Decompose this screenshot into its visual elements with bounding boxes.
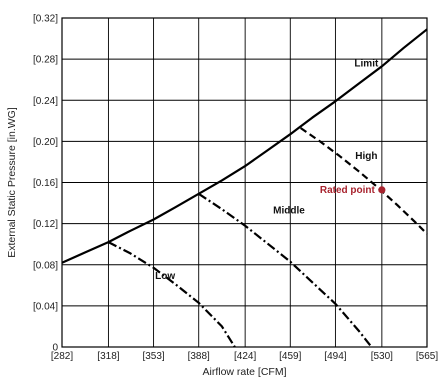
tick-labels: [282] [318] [353] [388] [424] [459] [494] [530]… xyxy=(33,14,438,363)
rated-point-label: Rated point xyxy=(320,185,376,196)
y-tick-label: [0.32] xyxy=(33,14,58,25)
plot-frame xyxy=(61,17,428,348)
curve-label-high: High xyxy=(355,151,377,162)
x-tick-label: [494] xyxy=(324,351,346,362)
rated-point-group: Rated point xyxy=(320,185,386,196)
curve-label-low: Low xyxy=(155,271,175,282)
y-tick-label: [0.08] xyxy=(33,260,58,271)
fan-curves xyxy=(61,28,428,348)
curve-labels: Limit High Middle Low xyxy=(155,58,379,282)
x-tick-label: [318] xyxy=(97,351,119,362)
y-tick-label: [0.16] xyxy=(33,178,58,189)
y-tick-label: [0.28] xyxy=(33,55,58,66)
curve-label-limit: Limit xyxy=(354,58,379,69)
series-limit-line xyxy=(61,28,428,264)
y-tick-label: [0.12] xyxy=(33,219,58,230)
x-tick-label: [424] xyxy=(234,351,256,362)
x-tick-label: [282] xyxy=(51,351,73,362)
y-axis-title: External Static Pressure [in.WG] xyxy=(6,107,18,258)
x-tick-label: [353] xyxy=(142,351,164,362)
x-axis-title: Airflow rate [CFM] xyxy=(202,366,286,378)
rated-point-marker xyxy=(378,186,386,194)
y-tick-label: [0.24] xyxy=(33,96,58,107)
series-middle-line xyxy=(198,192,373,348)
curve-label-middle: Middle xyxy=(273,205,305,216)
series-low-line xyxy=(107,241,236,348)
series-high-line xyxy=(299,127,428,235)
y-tick-label: 0 xyxy=(52,343,58,354)
y-tick-label: [0.04] xyxy=(33,301,58,312)
y-tick-label: [0.20] xyxy=(33,137,58,148)
x-tick-label: [565] xyxy=(416,351,438,362)
x-tick-label: [388] xyxy=(188,351,210,362)
x-tick-label: [459] xyxy=(279,351,301,362)
x-tick-label: [530] xyxy=(371,351,393,362)
